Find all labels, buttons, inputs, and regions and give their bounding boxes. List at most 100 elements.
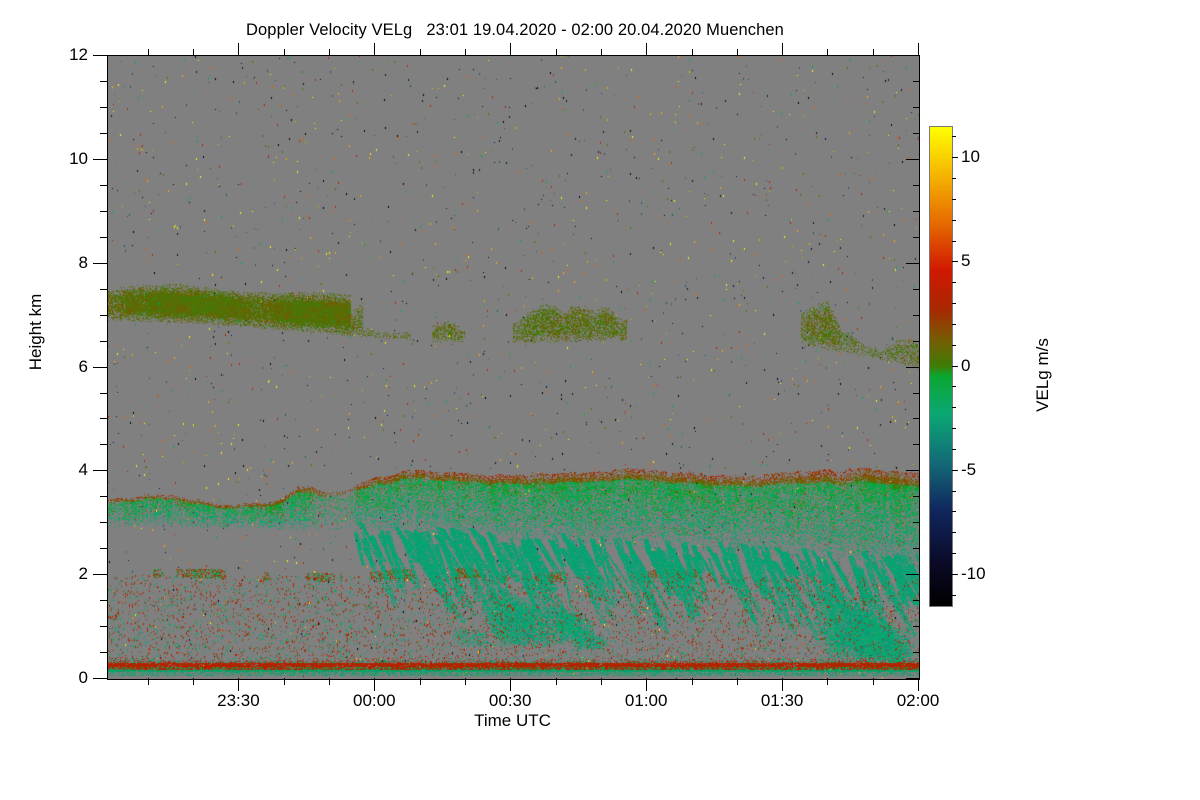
x-axis-tick	[782, 678, 784, 691]
y-axis-tick	[913, 340, 920, 342]
y-axis-tick	[913, 626, 920, 628]
radar-plot-area	[107, 55, 920, 680]
x-axis-tick	[872, 678, 874, 685]
x-axis-tick	[238, 678, 240, 691]
x-axis-tick	[600, 49, 602, 56]
x-axis-tick	[374, 678, 376, 691]
x-axis-tick	[329, 678, 330, 685]
colorbar-tick	[952, 448, 956, 450]
colorbar-tick	[952, 136, 956, 138]
x-axis-tick	[646, 43, 648, 56]
y-axis-tick	[100, 444, 107, 446]
x-axis-tick	[329, 49, 330, 56]
x-axis-tick	[374, 43, 376, 56]
x-axis-tick	[918, 678, 919, 691]
y-axis-tick	[913, 496, 920, 498]
x-axis-tick	[872, 49, 874, 56]
y-axis-tick	[913, 522, 920, 524]
x-axis-tick	[419, 49, 421, 56]
radar-heatmap-canvas	[108, 56, 919, 679]
y-axis-tick	[93, 366, 107, 368]
y-axis-tick	[100, 626, 107, 628]
colorbar-tick	[952, 282, 956, 284]
y-axis-tick	[906, 678, 920, 679]
x-axis-tick	[283, 678, 285, 685]
colorbar-tick	[952, 261, 958, 263]
y-axis-tick	[100, 392, 107, 394]
x-axis-tick	[736, 49, 738, 56]
x-axis-tick	[510, 678, 512, 691]
y-axis-tick	[913, 444, 920, 446]
colorbar-tick	[952, 428, 956, 429]
colorbar-tick	[952, 198, 956, 200]
colorbar-tick	[952, 365, 958, 367]
y-axis-tick	[906, 262, 920, 264]
x-axis-tick	[646, 678, 648, 691]
colorbar-canvas	[930, 127, 952, 606]
x-axis-title: Time UTC	[474, 711, 551, 730]
y-axis-tick	[100, 522, 107, 524]
colorbar-tick	[952, 344, 956, 346]
colorbar-tick	[952, 532, 956, 534]
x-axis-tick	[827, 49, 829, 56]
x-axis-tick	[464, 678, 466, 685]
y-axis-tick	[913, 652, 920, 653]
y-axis-tick-label: 10	[69, 148, 88, 168]
y-axis-tick-label: 12	[69, 45, 88, 64]
colorbar-tick-label: -5	[961, 459, 977, 479]
x-axis-tick	[918, 43, 919, 56]
x-axis-tick-label: 01:00	[624, 691, 668, 710]
y-axis-tick	[100, 288, 107, 290]
y-axis-tick	[913, 600, 920, 602]
x-axis-tick	[193, 49, 195, 56]
y-axis-tick	[906, 574, 920, 576]
y-axis-tick	[913, 548, 920, 550]
x-axis-tick	[555, 49, 557, 56]
y-axis-tick	[913, 132, 920, 134]
y-axis-tick	[100, 236, 107, 238]
x-axis-tick	[782, 43, 784, 56]
y-axis-tick	[913, 210, 920, 212]
colorbar-tick	[952, 573, 958, 575]
y-axis-tick	[906, 470, 920, 472]
y-axis-title: Height km	[26, 293, 45, 371]
colorbar-tick-label: 0	[961, 355, 971, 375]
x-axis-tick	[600, 678, 602, 685]
x-axis-tick	[736, 678, 738, 685]
x-axis-tick	[691, 49, 693, 56]
x-axis-tick	[419, 678, 421, 685]
x-axis-tick	[464, 49, 466, 56]
x-axis-tick	[510, 43, 512, 56]
y-axis-tick	[913, 184, 920, 186]
colorbar-tick	[952, 323, 956, 325]
y-axis-tick	[906, 158, 920, 160]
y-axis-tick-label: 0	[78, 668, 88, 687]
y-axis-tick	[100, 600, 107, 602]
colorbar-tick	[952, 178, 956, 180]
x-axis-tick	[555, 678, 557, 685]
y-axis-tick	[93, 470, 107, 472]
colorbar-title: VELg m/s	[1033, 338, 1052, 412]
colorbar-tick-label: -10	[961, 563, 986, 583]
x-axis-tick	[827, 678, 829, 685]
x-axis-tick	[283, 49, 285, 56]
x-axis-tick	[691, 678, 693, 685]
y-axis-tick	[100, 340, 107, 342]
y-axis-tick	[93, 678, 107, 679]
y-axis-tick-label: 6	[78, 356, 88, 376]
colorbar-tick	[952, 469, 958, 471]
colorbar-tick	[952, 303, 956, 304]
y-axis-tick	[100, 81, 107, 82]
y-axis-tick	[913, 418, 920, 420]
y-axis-tick	[100, 132, 107, 134]
colorbar-tick	[952, 594, 956, 596]
y-axis-tick	[913, 81, 920, 82]
y-axis-tick	[93, 574, 107, 576]
y-axis-tick	[906, 55, 920, 56]
colorbar-tick-label: 5	[961, 251, 971, 271]
y-axis-tick	[913, 392, 920, 394]
x-axis-tick-label: 00:00	[353, 691, 396, 710]
colorbar-tick	[952, 386, 956, 388]
y-axis-tick	[100, 652, 107, 653]
